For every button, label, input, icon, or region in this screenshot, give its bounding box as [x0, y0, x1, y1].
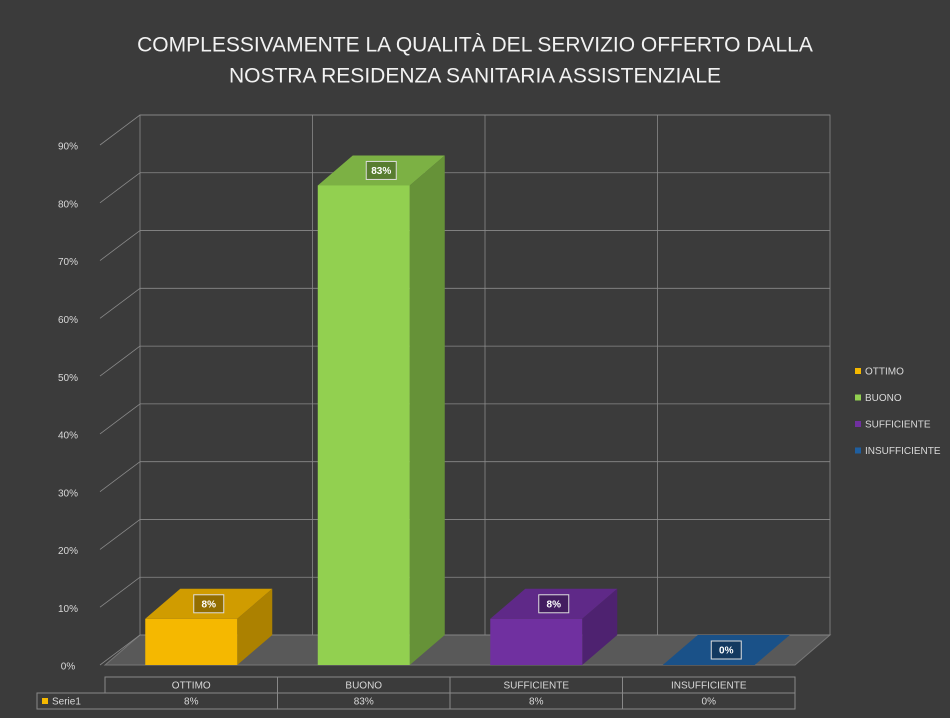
- x-tick-label: OTTIMO: [172, 681, 211, 692]
- table-value: 8%: [529, 697, 544, 708]
- legend-label: SUFFICIENTE: [865, 420, 931, 431]
- legend-label: OTTIMO: [865, 367, 904, 378]
- y-tick-label: 60%: [58, 315, 78, 326]
- table-value: 8%: [184, 697, 199, 708]
- x-tick-label: BUONO: [345, 681, 382, 692]
- grid-line-side: [99, 403, 141, 435]
- table-series-name: Serie1: [52, 697, 81, 708]
- data-label: 0%: [719, 646, 734, 657]
- data-label: 83%: [371, 166, 391, 177]
- y-tick-label: 80%: [58, 199, 78, 210]
- chart-title: NOSTRA RESIDENZA SANITARIA ASSISTENZIALE: [229, 65, 721, 88]
- data-label: 8%: [547, 599, 562, 610]
- table-value: 0%: [702, 697, 717, 708]
- grid-line-side: [99, 461, 141, 492]
- grid-line-side: [99, 172, 141, 204]
- y-tick-label: 0%: [61, 662, 76, 673]
- legend-key: [42, 698, 48, 704]
- legend-label: BUONO: [865, 393, 902, 404]
- data-label-box: [193, 594, 225, 614]
- bar: [317, 185, 410, 665]
- grid-line-side: [99, 634, 141, 666]
- grid-line-side: [99, 576, 141, 608]
- x-tick-label: INSUFFICIENTE: [671, 681, 747, 692]
- y-tick-label: 20%: [58, 546, 78, 557]
- data-label-box: [538, 594, 570, 614]
- legend-key: [855, 368, 861, 374]
- y-tick-label: 90%: [58, 142, 78, 153]
- grid-line-side: [99, 345, 141, 377]
- table-value: 83%: [354, 697, 374, 708]
- y-tick-label: 50%: [58, 373, 78, 384]
- bar-side: [237, 588, 273, 665]
- data-label-box: [365, 160, 397, 180]
- grid-line-side: [99, 288, 141, 319]
- legend-key: [855, 447, 861, 454]
- data-label: 8%: [202, 599, 217, 610]
- legend-key: [855, 421, 861, 427]
- grid-line-side: [99, 114, 141, 146]
- chart-title: COMPLESSIVAMENTE LA QUALITÀ DEL SERVIZIO…: [137, 34, 813, 57]
- bar-side: [409, 155, 445, 665]
- legend-label: INSUFFICIENTE: [865, 446, 941, 457]
- grid-line-side: [99, 519, 141, 550]
- grid-line-side: [99, 230, 141, 261]
- bar: [145, 618, 238, 665]
- legend-key: [855, 394, 861, 401]
- y-tick-label: 10%: [58, 604, 78, 615]
- x-tick-label: SUFFICIENTE: [503, 681, 569, 692]
- y-tick-label: 40%: [58, 431, 78, 442]
- data-label-box: [710, 640, 742, 660]
- bar-side: [582, 588, 618, 665]
- y-tick-label: 70%: [58, 257, 78, 268]
- bar: [490, 618, 583, 665]
- y-tick-label: 30%: [58, 488, 78, 499]
